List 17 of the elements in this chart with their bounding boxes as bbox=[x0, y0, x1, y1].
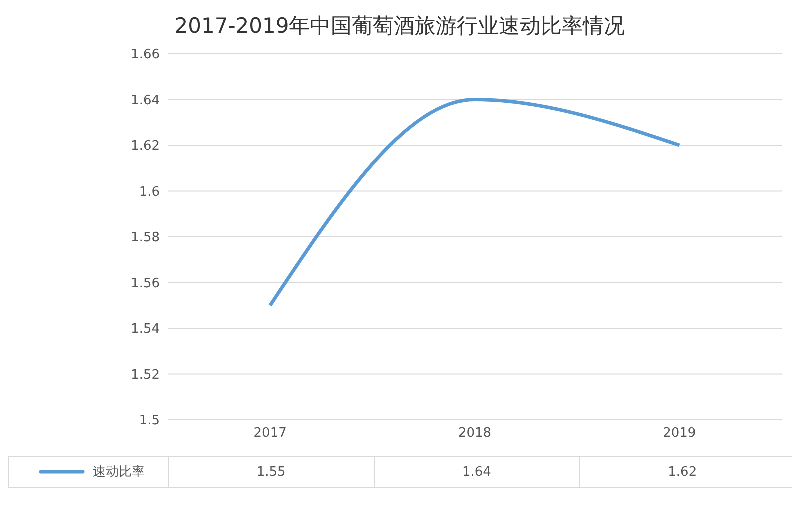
y-tick-label: 1.5 bbox=[139, 414, 160, 429]
y-tick-label: 1.66 bbox=[131, 48, 160, 63]
y-tick-label: 1.58 bbox=[131, 230, 160, 246]
data-label: 1.62 bbox=[579, 457, 785, 487]
y-tick-label: 1.62 bbox=[131, 139, 160, 154]
x-tick-label: 2018 bbox=[458, 426, 492, 442]
y-tick-label: 1.56 bbox=[131, 276, 160, 292]
y-tick-label: 1.6 bbox=[139, 184, 160, 200]
data-label: 1.55 bbox=[168, 457, 374, 487]
chart-title: 2017-2019年中国葡萄酒旅游行业速动比率情况 bbox=[174, 13, 626, 40]
x-tick-label: 2019 bbox=[663, 426, 696, 442]
y-tick-label: 1.54 bbox=[131, 322, 160, 338]
x-tick-label: 2017 bbox=[254, 426, 287, 442]
y-tick-label: 1.64 bbox=[131, 93, 160, 108]
data-label: 1.64 bbox=[374, 457, 580, 487]
legend-label: 速动比率 bbox=[93, 464, 145, 481]
y-tick-label: 1.52 bbox=[131, 368, 160, 383]
